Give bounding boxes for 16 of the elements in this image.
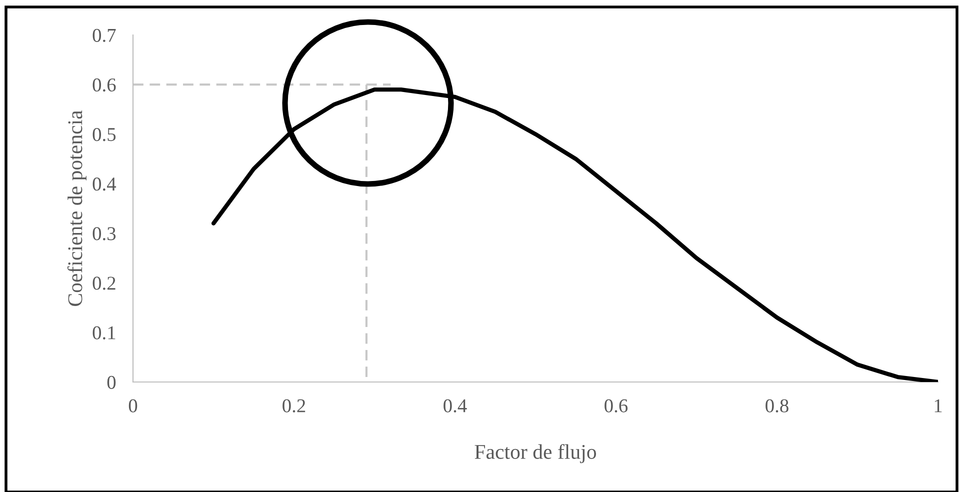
x-tick-label: 0.8 bbox=[766, 399, 788, 412]
x-tick-label: 0.4 bbox=[444, 399, 467, 412]
y-tick-label: 0.5 bbox=[92, 128, 116, 142]
y-tick-label: 0.3 bbox=[92, 227, 116, 240]
y-axis-title: Coeficiente de potencia bbox=[67, 110, 86, 306]
x-tick-label: 0.6 bbox=[604, 399, 628, 412]
y-tick-label: 0.1 bbox=[92, 326, 116, 340]
x-tick-label: 1 bbox=[934, 399, 942, 412]
y-tick-label: 0 bbox=[107, 376, 116, 389]
x-axis-title: Factor de flujo bbox=[474, 444, 596, 464]
y-tick-label: 0.4 bbox=[92, 178, 116, 191]
y-tick-label: 0.7 bbox=[92, 28, 116, 42]
x-tick-label: 0.2 bbox=[282, 399, 306, 412]
y-tick-label: 0.2 bbox=[92, 276, 116, 290]
x-tick-label: 0 bbox=[128, 399, 138, 412]
y-tick-label: 0.6 bbox=[92, 78, 116, 92]
